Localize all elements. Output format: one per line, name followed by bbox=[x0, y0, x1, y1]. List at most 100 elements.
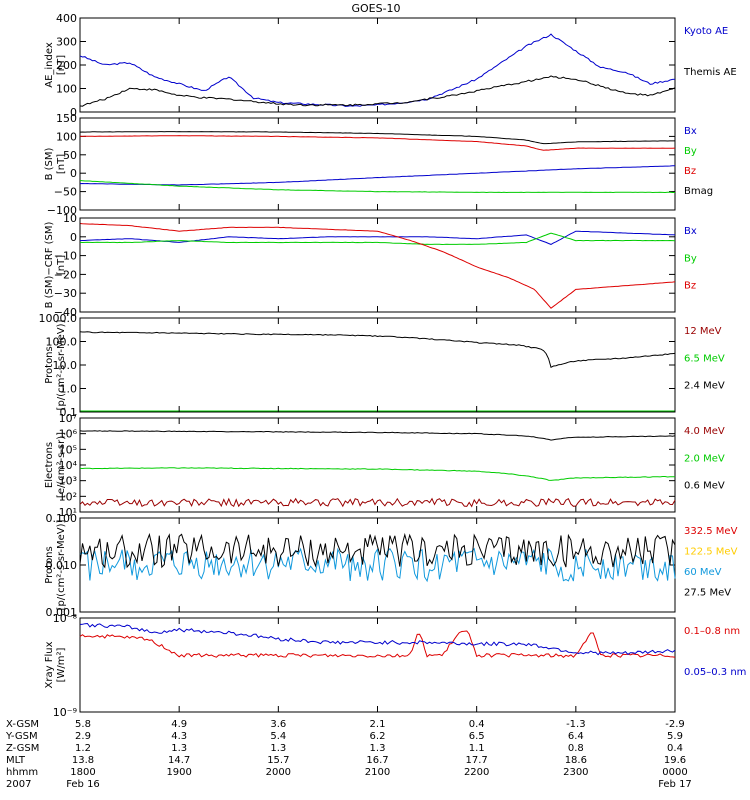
xaxis-tick-value: 0000 bbox=[662, 767, 687, 778]
xaxis-tick-value: Feb 17 bbox=[658, 779, 692, 790]
series-line-2 bbox=[79, 430, 676, 441]
xaxis-tick-value: 14.7 bbox=[168, 755, 190, 766]
y-tick-label: 150 bbox=[56, 112, 77, 125]
y-tick-label: 100.0 bbox=[46, 336, 78, 349]
panel-protons_low: 1000.0 100.0 10.0 1.0 0.1 Protons [p/(cm²-s-sr… bbox=[39, 312, 725, 419]
xaxis-tick-value: 1.3 bbox=[270, 743, 286, 754]
y-tick-label: 10 bbox=[63, 212, 77, 225]
y-tick-label: −40 bbox=[54, 306, 77, 319]
xaxis-tick-value: 1.1 bbox=[469, 743, 485, 754]
xaxis-row-label: MLT bbox=[6, 755, 26, 766]
y-tick-label: 0.010 bbox=[46, 559, 78, 572]
xaxis-tick-value: 1900 bbox=[166, 767, 191, 778]
y-tick-label: 10⁷ bbox=[59, 412, 77, 425]
xaxis-tick-value: 5.4 bbox=[270, 731, 286, 742]
y-tick-label: 200 bbox=[56, 59, 77, 72]
series-line-2 bbox=[79, 223, 676, 309]
y-axis-unit: [W/m²] bbox=[56, 647, 67, 682]
panel-bsm: 150 100 50 0 −50 −100 B (SM) [nT] Bx By Bz Bmag bbox=[44, 112, 713, 217]
xaxis-tick-value: Feb 16 bbox=[66, 779, 100, 790]
series-line-2 bbox=[79, 331, 676, 369]
y-axis-unit: [nT] bbox=[56, 154, 67, 174]
y-tick-label: 10² bbox=[59, 490, 77, 503]
legend-entry: 122.5 MeV bbox=[684, 547, 738, 558]
legend-entry: 6.5 MeV bbox=[684, 353, 725, 364]
y-tick-label: 0 bbox=[70, 167, 77, 180]
y-tick-label: −10 bbox=[54, 250, 77, 263]
y-tick-label: −100 bbox=[47, 204, 77, 217]
legend-entry: Bmag bbox=[684, 186, 713, 197]
y-axis-label: Protons bbox=[44, 546, 55, 583]
xaxis-tick-value: 1800 bbox=[70, 767, 95, 778]
y-axis-label: AE_index bbox=[44, 42, 55, 88]
y-tick-label: 0.100 bbox=[46, 512, 78, 525]
panel-electrons: 10⁷ 10⁶ 10⁵ 10⁴ 10³ 10² 10¹ Electrons [e/(cm²-s-… bbox=[44, 412, 725, 519]
y-tick-label: 0 bbox=[70, 231, 77, 244]
panel-protons_high: 0.100 0.010 0.001 Protons [p/(cm²-s-sr-MeV)]… bbox=[44, 512, 738, 619]
legend-entry: 2.0 MeV bbox=[684, 453, 725, 464]
y-axis-label: Electrons bbox=[44, 442, 55, 488]
y-tick-label: 50 bbox=[63, 149, 77, 162]
xaxis-row-label: Y-GSM bbox=[5, 731, 38, 742]
legend-entry: 0.1–0.8 nm bbox=[684, 626, 740, 637]
xaxis-tick-value: 0.4 bbox=[469, 719, 485, 730]
xaxis-tick-value: 5.9 bbox=[667, 731, 683, 742]
panel-xray: 10⁻⁸ 10⁻⁹ Xray Flux [W/m²] 0.1–0.8 nm 0.05–0.… bbox=[44, 612, 746, 719]
y-tick-label: 10⁻⁹ bbox=[53, 706, 77, 719]
xaxis-tick-value: 2300 bbox=[563, 767, 588, 778]
xaxis-tick-value: 18.6 bbox=[565, 755, 587, 766]
legend-entry: Bx bbox=[684, 226, 697, 237]
series-line-3 bbox=[79, 532, 676, 569]
y-tick-label: 10⁴ bbox=[59, 459, 78, 472]
xaxis-tick-value: 6.5 bbox=[469, 731, 485, 742]
chart-title: GOES-10 bbox=[351, 2, 400, 15]
y-tick-label: 1.0 bbox=[60, 383, 78, 396]
panel-frame bbox=[79, 17, 676, 113]
xaxis-tick-value: 2100 bbox=[365, 767, 390, 778]
y-axis-label: Xray Flux bbox=[44, 641, 55, 688]
xaxis-row-label: Z-GSM bbox=[6, 743, 39, 754]
y-tick-label: 10⁻⁸ bbox=[53, 612, 78, 625]
xaxis-tick-value: 17.7 bbox=[466, 755, 488, 766]
xaxis-tick-value: 2000 bbox=[266, 767, 291, 778]
xaxis-tick-value: 4.3 bbox=[171, 731, 187, 742]
xaxis-tick-value: 15.7 bbox=[267, 755, 289, 766]
xaxis-tick-value: -1.3 bbox=[566, 719, 586, 730]
xaxis-tick-value: 0.4 bbox=[667, 743, 683, 754]
y-axis-unit: [nT] bbox=[56, 255, 67, 275]
panel-frame bbox=[79, 217, 676, 313]
y-tick-label: 100 bbox=[56, 83, 77, 96]
xaxis-tick-value: 1.3 bbox=[370, 743, 386, 754]
y-axis-unit: [e/(cm²-s-sr)] bbox=[56, 432, 67, 498]
legend-entry: 332.5 MeV bbox=[684, 526, 738, 537]
xaxis-row-label: 2007 bbox=[6, 779, 31, 790]
xaxis-tick-value: 16.7 bbox=[366, 755, 388, 766]
xaxis-tick-value: 2.1 bbox=[370, 719, 386, 730]
legend-entry: Bx bbox=[684, 126, 697, 137]
xaxis-tick-value: 4.9 bbox=[171, 719, 187, 730]
series-line-1 bbox=[79, 467, 676, 481]
xaxis-tick-value: 19.6 bbox=[664, 755, 686, 766]
y-tick-label: 0.001 bbox=[46, 606, 78, 619]
xaxis-tick-value: 2.9 bbox=[75, 731, 91, 742]
y-tick-label: −30 bbox=[54, 287, 77, 300]
xaxis-tick-value: 3.6 bbox=[270, 719, 286, 730]
y-axis-unit: [p/(cm²-s-sr-MeV)] bbox=[56, 519, 67, 610]
legend-entry: Themis AE bbox=[683, 67, 737, 78]
panel-bdiff: 10 0 −10 −20 −30 −40B (SM)−CRF (SM) [nT] Bx By Bz bbox=[44, 212, 697, 319]
y-tick-label: −50 bbox=[54, 186, 77, 199]
y-axis-unit: [nT] bbox=[56, 55, 67, 75]
xaxis-tick-value: 2200 bbox=[464, 767, 489, 778]
legend-entry: Bz bbox=[684, 166, 696, 177]
legend-entry: 4.0 MeV bbox=[684, 426, 725, 437]
legend-entry: Bz bbox=[684, 281, 696, 292]
xaxis-tick-value: 13.8 bbox=[72, 755, 94, 766]
xaxis-tick-value: 1.3 bbox=[171, 743, 187, 754]
series-line-3 bbox=[79, 131, 675, 145]
panel-frame bbox=[79, 417, 676, 513]
panel-frame bbox=[79, 317, 676, 413]
panel-ae: 0 100 200 300 400 AE_index [nT] Kyoto AE Themis … bbox=[44, 12, 737, 119]
y-tick-label: 0.1 bbox=[60, 406, 78, 419]
series-line-0 bbox=[79, 497, 676, 508]
